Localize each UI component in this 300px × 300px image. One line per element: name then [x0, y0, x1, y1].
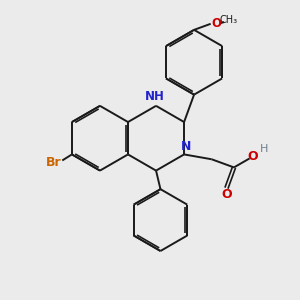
Text: NH: NH — [145, 90, 164, 103]
Text: CH₃: CH₃ — [220, 15, 238, 25]
Text: O: O — [211, 17, 221, 30]
Text: N: N — [181, 140, 192, 153]
Text: O: O — [248, 150, 258, 163]
Text: Br: Br — [46, 156, 61, 169]
Text: H: H — [260, 144, 269, 154]
Text: O: O — [221, 188, 232, 200]
